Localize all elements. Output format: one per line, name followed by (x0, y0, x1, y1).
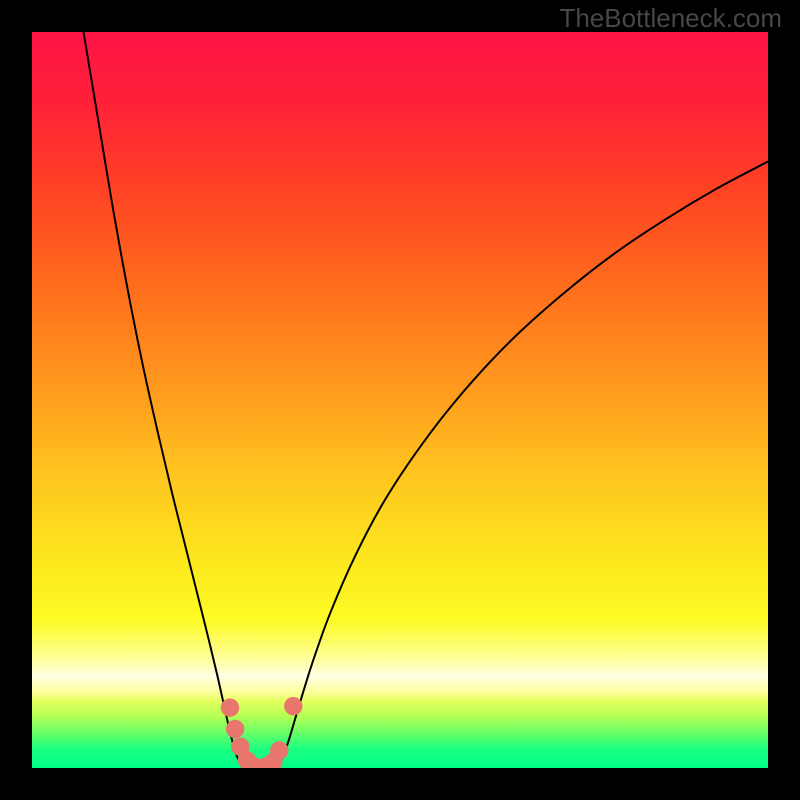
plot-area (32, 32, 768, 768)
plot-svg (32, 32, 768, 768)
marker-point (284, 697, 302, 715)
marker-point (221, 698, 239, 716)
watermark-text: TheBottleneck.com (559, 3, 782, 34)
gradient-background (32, 32, 768, 768)
marker-point (270, 741, 288, 759)
marker-point (226, 720, 244, 738)
